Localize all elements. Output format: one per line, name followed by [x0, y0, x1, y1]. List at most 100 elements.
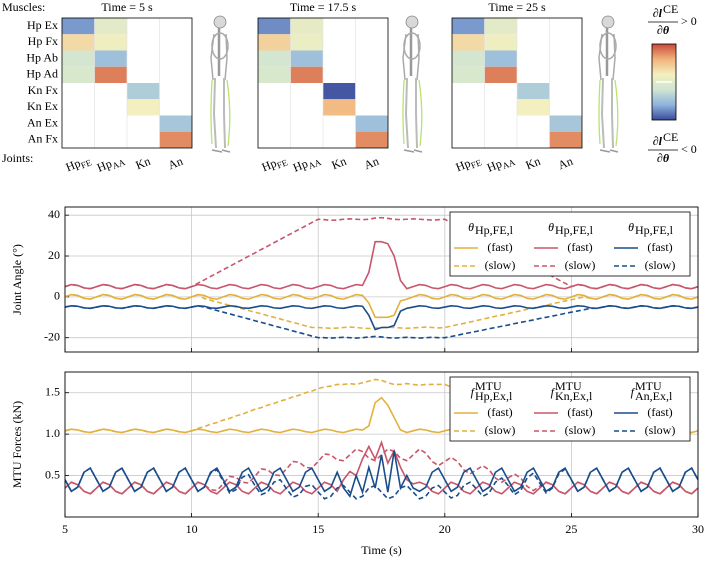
heatmap-frame — [257, 17, 389, 149]
column-label-main: Kn — [523, 154, 542, 172]
column-label-sub: AA — [307, 157, 323, 171]
heatmap-cell — [484, 34, 517, 51]
heatmap-cell — [94, 18, 127, 35]
legend-symbol: f — [551, 385, 556, 399]
y-tick-label: 20 — [48, 248, 60, 262]
heatmap-cell — [258, 18, 291, 35]
column-label: HpAA — [95, 151, 127, 177]
fraction-denominator: ∂θ — [657, 23, 670, 37]
column-label: Kn — [133, 154, 152, 172]
column-label-main: Hp — [95, 156, 114, 174]
column-label: HpFE — [453, 151, 483, 176]
legend-label: (slow) — [565, 423, 596, 437]
heatmap-cell — [452, 50, 485, 67]
heatmap-frame — [451, 17, 583, 149]
plot-frame — [64, 206, 699, 353]
skeleton — [597, 14, 620, 154]
heatmap-cell — [484, 66, 517, 83]
legend-symbol: f — [631, 385, 636, 399]
legend-sup: MTU — [475, 379, 502, 393]
column-label-main: Hp — [259, 156, 278, 174]
fraction-numerator: ∂l — [653, 6, 663, 20]
heatmap-cell — [258, 50, 291, 67]
x-tick-label: 25 — [565, 522, 577, 536]
legend-sub: Hp,FE,l — [635, 223, 674, 237]
column-label: An — [556, 154, 575, 172]
heatmap-cell — [127, 83, 160, 100]
heatmap-cell — [452, 18, 485, 35]
column-label: An — [362, 154, 381, 172]
column-label: Kn — [329, 154, 348, 172]
x-tick-label: 30 — [692, 522, 704, 536]
heatmap-cell — [323, 83, 356, 100]
x-tick-label: 10 — [186, 522, 198, 536]
row-label: Kn Fx — [28, 83, 58, 97]
heatmap-cell — [258, 66, 291, 83]
legend-sub: Hp,FE,l — [475, 223, 514, 237]
heatmap-frame — [61, 17, 193, 149]
legend-label: (fast) — [567, 405, 592, 419]
y-axis-label: MTU Forces (kN) — [10, 401, 24, 488]
heatmap-cell — [290, 50, 323, 67]
legend-symbol: θ — [468, 220, 474, 234]
heatmap-cell — [452, 66, 485, 83]
legend-symbol: f — [471, 385, 476, 399]
column-label-main: Kn — [329, 154, 348, 172]
series-line — [65, 439, 698, 495]
fraction-denominator: ∂θ — [657, 151, 670, 165]
series-line — [65, 240, 698, 290]
heatmap-cell — [159, 115, 192, 132]
column-label-sub: AA — [501, 157, 517, 171]
x-tick-label: 15 — [312, 522, 324, 536]
heatmap-cell — [94, 66, 127, 83]
legend-sub: Kn,Ex,l — [555, 389, 593, 403]
legend-sup: MTU — [555, 379, 582, 393]
column-label-main: Hp — [485, 156, 504, 174]
row-label: Hp Ex — [27, 18, 58, 32]
legend-label: (slow) — [565, 258, 596, 272]
column-label-sub: AA — [111, 157, 127, 171]
legend-label: (fast) — [647, 240, 672, 254]
heatmap-cell — [549, 115, 582, 132]
heatmap-cell — [484, 50, 517, 67]
fraction-sup: CE — [663, 2, 678, 16]
row-label: Hp Ab — [26, 50, 58, 64]
legend-box — [449, 376, 691, 442]
column-label-main: Hp — [291, 156, 310, 174]
legend-label: (slow) — [645, 258, 676, 272]
column-label-main: An — [362, 154, 381, 172]
column-label: HpAA — [291, 151, 323, 177]
fraction-sup: CE — [663, 130, 678, 144]
heatmap-cell — [452, 34, 485, 51]
heatmap-cell — [484, 18, 517, 35]
heatmap-title: Time = 5 s — [101, 0, 153, 14]
legend-label: (slow) — [485, 258, 516, 272]
legend-label: (fast) — [647, 405, 672, 419]
heatmap-cell — [62, 66, 95, 83]
series-line — [65, 293, 698, 319]
heatmap-cell — [62, 18, 95, 35]
y-axis-label: Joint Angle (°) — [10, 244, 24, 315]
column-label-main: An — [166, 154, 185, 172]
heatmap-cell — [323, 99, 356, 116]
column-label-sub: FE — [469, 157, 483, 170]
heatmap-title: Time = 25 s — [488, 0, 546, 14]
x-axis-label: Time (s) — [361, 543, 402, 557]
series-line — [65, 466, 698, 500]
y-tick-label: 0 — [54, 289, 60, 303]
y-tick-label: 40 — [48, 207, 60, 221]
column-label: HpFE — [259, 151, 289, 176]
heatmap-cell — [127, 99, 160, 116]
joints-label: Joints: — [2, 151, 33, 165]
plot-frame — [64, 371, 699, 518]
heatmap-cell — [355, 115, 388, 132]
column-label-main: Hp — [453, 156, 472, 174]
heatmap-cell — [549, 131, 582, 148]
legend-sup: MTU — [635, 379, 662, 393]
column-label-main: Hp — [63, 156, 82, 174]
row-label: Kn Ex — [27, 99, 58, 113]
row-label: An Fx — [28, 132, 58, 146]
legend-sub: Hp,FE,l — [555, 223, 594, 237]
column-label-sub: FE — [79, 157, 93, 170]
